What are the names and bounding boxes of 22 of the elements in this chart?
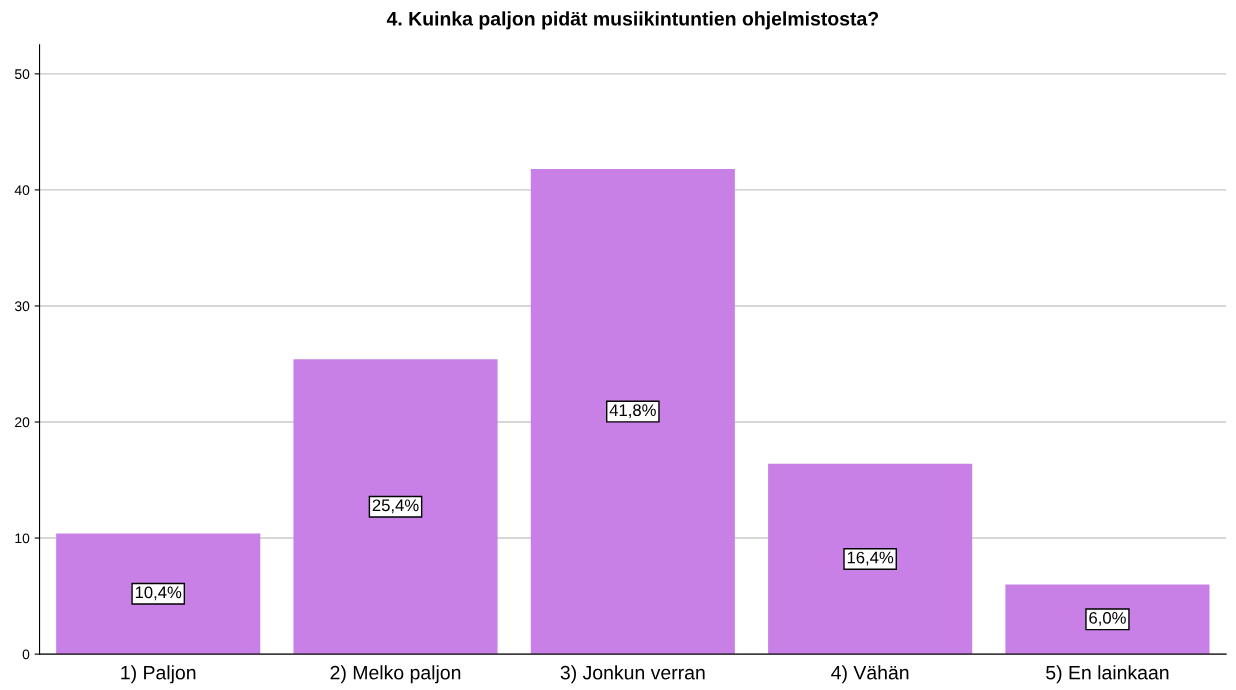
bar: [293, 359, 498, 655]
y-tick-label: 30: [14, 301, 30, 312]
y-tick-label: 10: [15, 533, 30, 544]
chart-title: 4. Kuinka paljon pidät musiikintuntien ohjelmistosta?: [386, 11, 879, 30]
data-label: 41,8%: [609, 404, 656, 419]
y-tick-label: 50: [14, 69, 30, 80]
data-label: 6,0%: [1089, 611, 1126, 626]
y-tick-label: 20: [15, 417, 30, 428]
x-tick-label: 2) Melko paljon: [330, 665, 461, 684]
bar: [768, 463, 973, 655]
data-label: 25,4%: [372, 499, 419, 514]
bar: [530, 169, 735, 655]
x-tick-label: 1) Paljon: [121, 665, 196, 684]
x-tick-label: 4) Vähän: [831, 665, 909, 684]
y-tick-label: 0: [22, 649, 30, 660]
bar: [56, 533, 261, 655]
bar: [1005, 584, 1210, 655]
y-tick-label: 40: [14, 185, 30, 196]
data-label: 10,4%: [135, 586, 182, 601]
x-tick-label: 5) En lainkaan: [1046, 665, 1169, 684]
x-tick-label: 3) Jonkun verran: [560, 665, 705, 684]
data-label: 16,4%: [847, 551, 894, 566]
